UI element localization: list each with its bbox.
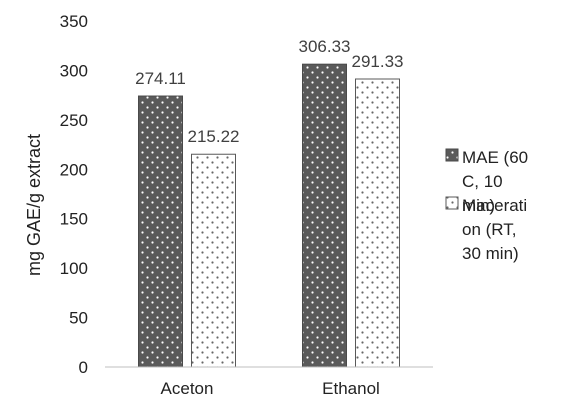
- y-axis-label: mg GAE/g extract: [24, 134, 44, 276]
- y-tick-label: 100: [60, 259, 88, 278]
- bar-maceration-ethanol: [355, 78, 400, 368]
- legend-label: Macerati: [462, 196, 527, 215]
- legend: MAE (60 C, 10 min)Macerati on (RT, 30 min): [445, 148, 528, 263]
- y-tick-label: 150: [60, 210, 88, 229]
- y-tick-label: 300: [60, 61, 88, 80]
- bar-mae-aceton: [138, 95, 183, 368]
- x-category-label: Aceton: [161, 379, 214, 398]
- bar-maceration-aceton: [191, 153, 236, 368]
- y-tick-label: 0: [79, 358, 88, 377]
- legend-label: MAE (60: [462, 148, 528, 167]
- data-label: 274.11: [135, 69, 186, 88]
- y-tick-label: 200: [60, 160, 88, 179]
- data-label: 291.33: [352, 52, 404, 71]
- y-tick-label: 250: [60, 111, 88, 130]
- y-tick-label: 50: [69, 309, 88, 328]
- y-tick-label: 350: [60, 12, 88, 31]
- bar-mae-ethanol: [302, 63, 347, 368]
- legend-swatch-mae: [445, 148, 459, 162]
- data-label: 306.33: [299, 37, 351, 56]
- legend-label: C, 10: [462, 172, 503, 191]
- legend-label: on (RT,: [462, 220, 517, 239]
- data-label: 215.22: [188, 127, 240, 146]
- x-category-label: Ethanol: [322, 379, 380, 398]
- legend-label: 30 min): [462, 244, 519, 263]
- legend-swatch-maceration: [445, 196, 459, 210]
- legend-label: min): [462, 196, 495, 215]
